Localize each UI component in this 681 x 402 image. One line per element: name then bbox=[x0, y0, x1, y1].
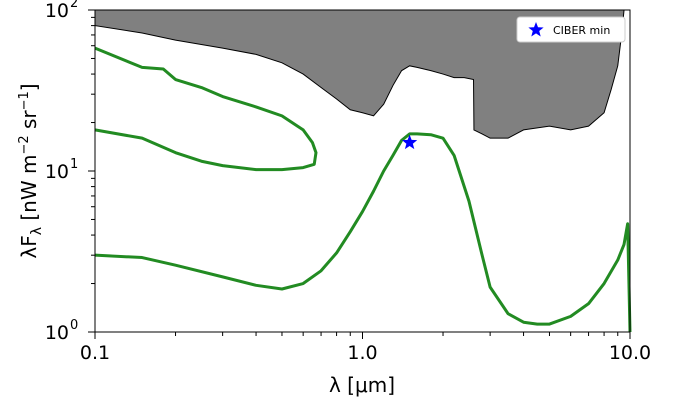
y-axis-label-main: λF bbox=[17, 235, 41, 258]
y-tick-label-exponent: 1 bbox=[70, 157, 78, 172]
x-tick-label: 10.0 bbox=[609, 342, 651, 364]
x-tick-label: 1.0 bbox=[347, 342, 377, 364]
shaded-exclusion-region bbox=[94, 9, 625, 139]
y-axis-label: λFλ [nW m−2 sr−1] bbox=[17, 83, 45, 258]
series-line-1 bbox=[94, 46, 318, 172]
y-tick-label-exponent: 2 bbox=[70, 0, 78, 11]
y-axis-label-units: [nW m bbox=[17, 155, 41, 227]
x-axis-ticks: 0.1 1.0 10.0 bbox=[80, 332, 651, 364]
y-axis-label-exp1: −2 bbox=[17, 135, 32, 154]
legend-label-ciber-min: CIBER min bbox=[553, 24, 610, 37]
series-line-2 bbox=[94, 132, 632, 333]
y-axis-label-units2: sr bbox=[17, 110, 41, 136]
x-axis-label: λ [μm] bbox=[329, 373, 395, 397]
y-axis-label-sub: λ bbox=[29, 227, 45, 235]
y-axis-label-units3: ] bbox=[17, 83, 41, 91]
y-tick-label: 10 bbox=[45, 0, 69, 22]
y-axis-label-exp2: −1 bbox=[17, 91, 32, 110]
legend-box bbox=[516, 16, 626, 43]
ciber-min-star-marker bbox=[402, 134, 418, 150]
y-tick-label: 10 bbox=[45, 161, 69, 183]
legend: CIBER min bbox=[516, 16, 626, 43]
y-tick-label-exponent: 0 bbox=[70, 318, 78, 333]
y-tick-label: 10 bbox=[45, 322, 69, 344]
legend-star-icon bbox=[528, 22, 544, 37]
x-tick-label: 0.1 bbox=[80, 342, 110, 364]
